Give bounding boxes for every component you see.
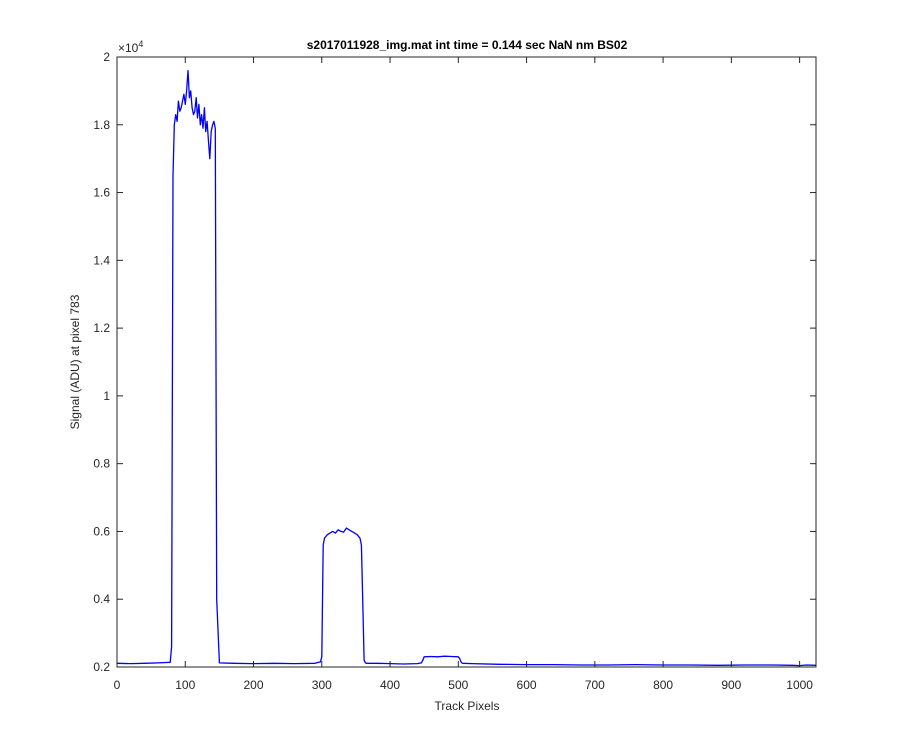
y-tick-label-6: 1.4: [93, 253, 110, 267]
plot-area: [116, 56, 817, 668]
y-tick-label-7: 1.6: [93, 186, 110, 200]
y-axis-label: Signal (ADU) at pixel 783: [68, 294, 82, 429]
y-tick-label-4: 1: [103, 389, 110, 403]
x-tick-label-3: 300: [312, 678, 332, 692]
y-tick-label-1: 0.4: [93, 592, 110, 606]
x-tick-label-1: 100: [175, 678, 195, 692]
x-tick-label-5: 500: [448, 678, 468, 692]
y-tick-label-5: 1.2: [93, 321, 110, 335]
x-tick-label-10: 1000: [786, 678, 813, 692]
x-tick-label-8: 800: [653, 678, 673, 692]
y-exponent-label: ×104: [118, 39, 143, 55]
y-exponent-power: 4: [138, 39, 143, 49]
x-tick-label-7: 700: [585, 678, 605, 692]
x-tick-label-4: 400: [380, 678, 400, 692]
y-tick-label-3: 0.8: [93, 457, 110, 471]
plot-frame: [116, 56, 817, 668]
x-tick-label-2: 200: [244, 678, 264, 692]
y-exponent-base: ×10: [118, 41, 139, 55]
x-axis-label: Track Pixels: [435, 699, 500, 713]
x-tick-label-6: 600: [517, 678, 537, 692]
y-tick-label-8: 1.8: [93, 118, 110, 132]
y-tick-label-9: 2: [103, 50, 110, 64]
x-tick-label-9: 900: [721, 678, 741, 692]
chart-title: s2017011928_img.mat int time = 0.144 sec…: [307, 38, 628, 52]
y-tick-label-0: 0.2: [93, 660, 110, 674]
x-tick-label-0: 0: [114, 678, 121, 692]
y-tick-label-2: 0.6: [93, 524, 110, 538]
x-tick-labels: 0 100 200 300 400 500 600 700 800 900 1000: [114, 678, 814, 692]
plot-background: [117, 57, 816, 667]
y-tick-labels: 0.2 0.4 0.6 0.8 1 1.2 1.4 1.6 1.8 2: [93, 50, 110, 674]
series-line-0: [116, 69, 817, 667]
axis-ticks: [116, 56, 816, 668]
